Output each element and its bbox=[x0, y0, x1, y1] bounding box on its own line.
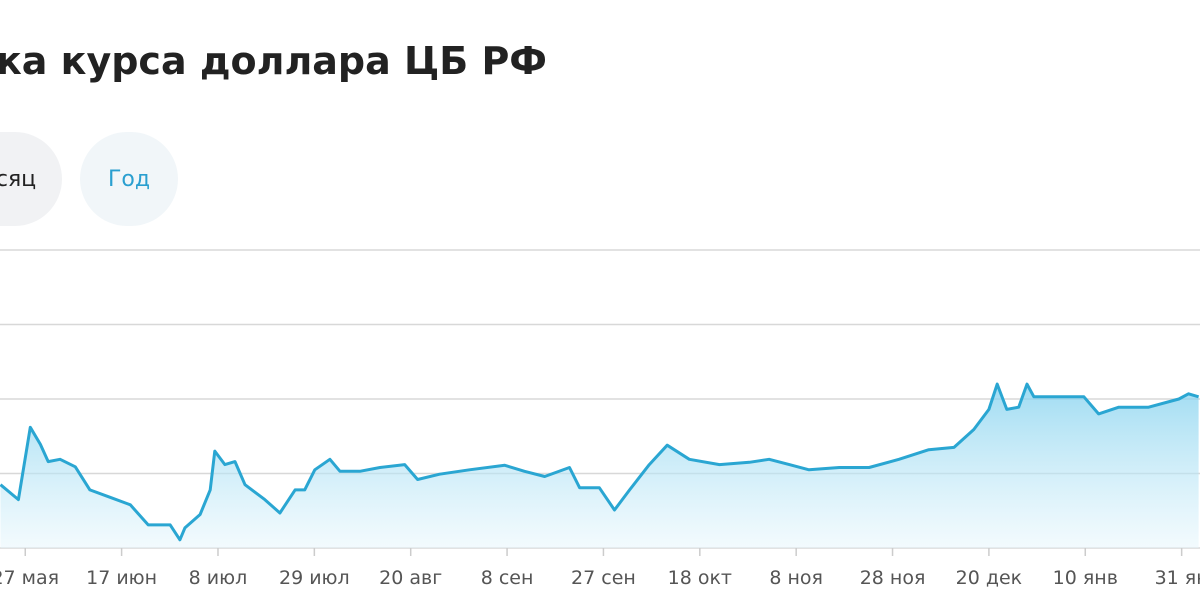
chart-title: ка курса доллара ЦБ РФ bbox=[0, 39, 547, 83]
x-tick-label: 27 сен bbox=[571, 567, 636, 589]
x-tick-label: 27 мая bbox=[0, 567, 59, 589]
x-tick-label: 8 ноя bbox=[769, 567, 823, 589]
x-tick-label: 17 июн bbox=[86, 567, 157, 589]
x-tick-label: 28 ноя bbox=[860, 567, 926, 589]
x-tick-label: 8 июл bbox=[189, 567, 248, 589]
period-button[interactable] bbox=[0, 132, 62, 226]
period-button[interactable] bbox=[80, 132, 178, 226]
period-button-label[interactable]: сяц bbox=[0, 167, 36, 192]
x-tick-label: 29 июл bbox=[279, 567, 350, 589]
area bbox=[0, 384, 1199, 548]
x-tick-label: 31 ян bbox=[1155, 567, 1200, 589]
x-tick-label: 10 янв bbox=[1053, 567, 1118, 589]
x-tick-label: 20 дек bbox=[956, 567, 1023, 589]
period-button-label[interactable]: Год bbox=[108, 167, 150, 192]
x-tick-label: 8 сен bbox=[481, 567, 534, 589]
x-tick-label: 20 авг bbox=[379, 567, 442, 589]
x-tick-label: 18 окт bbox=[668, 567, 732, 589]
line bbox=[0, 382, 1200, 542]
